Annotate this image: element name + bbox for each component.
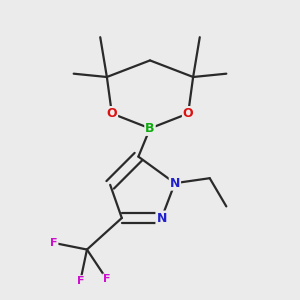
Text: O: O	[106, 107, 117, 120]
Text: F: F	[103, 274, 111, 284]
Text: F: F	[50, 238, 58, 248]
Text: O: O	[183, 107, 194, 120]
Text: F: F	[76, 276, 84, 286]
Text: B: B	[145, 122, 155, 135]
Text: N: N	[156, 212, 167, 224]
Text: N: N	[170, 177, 180, 190]
